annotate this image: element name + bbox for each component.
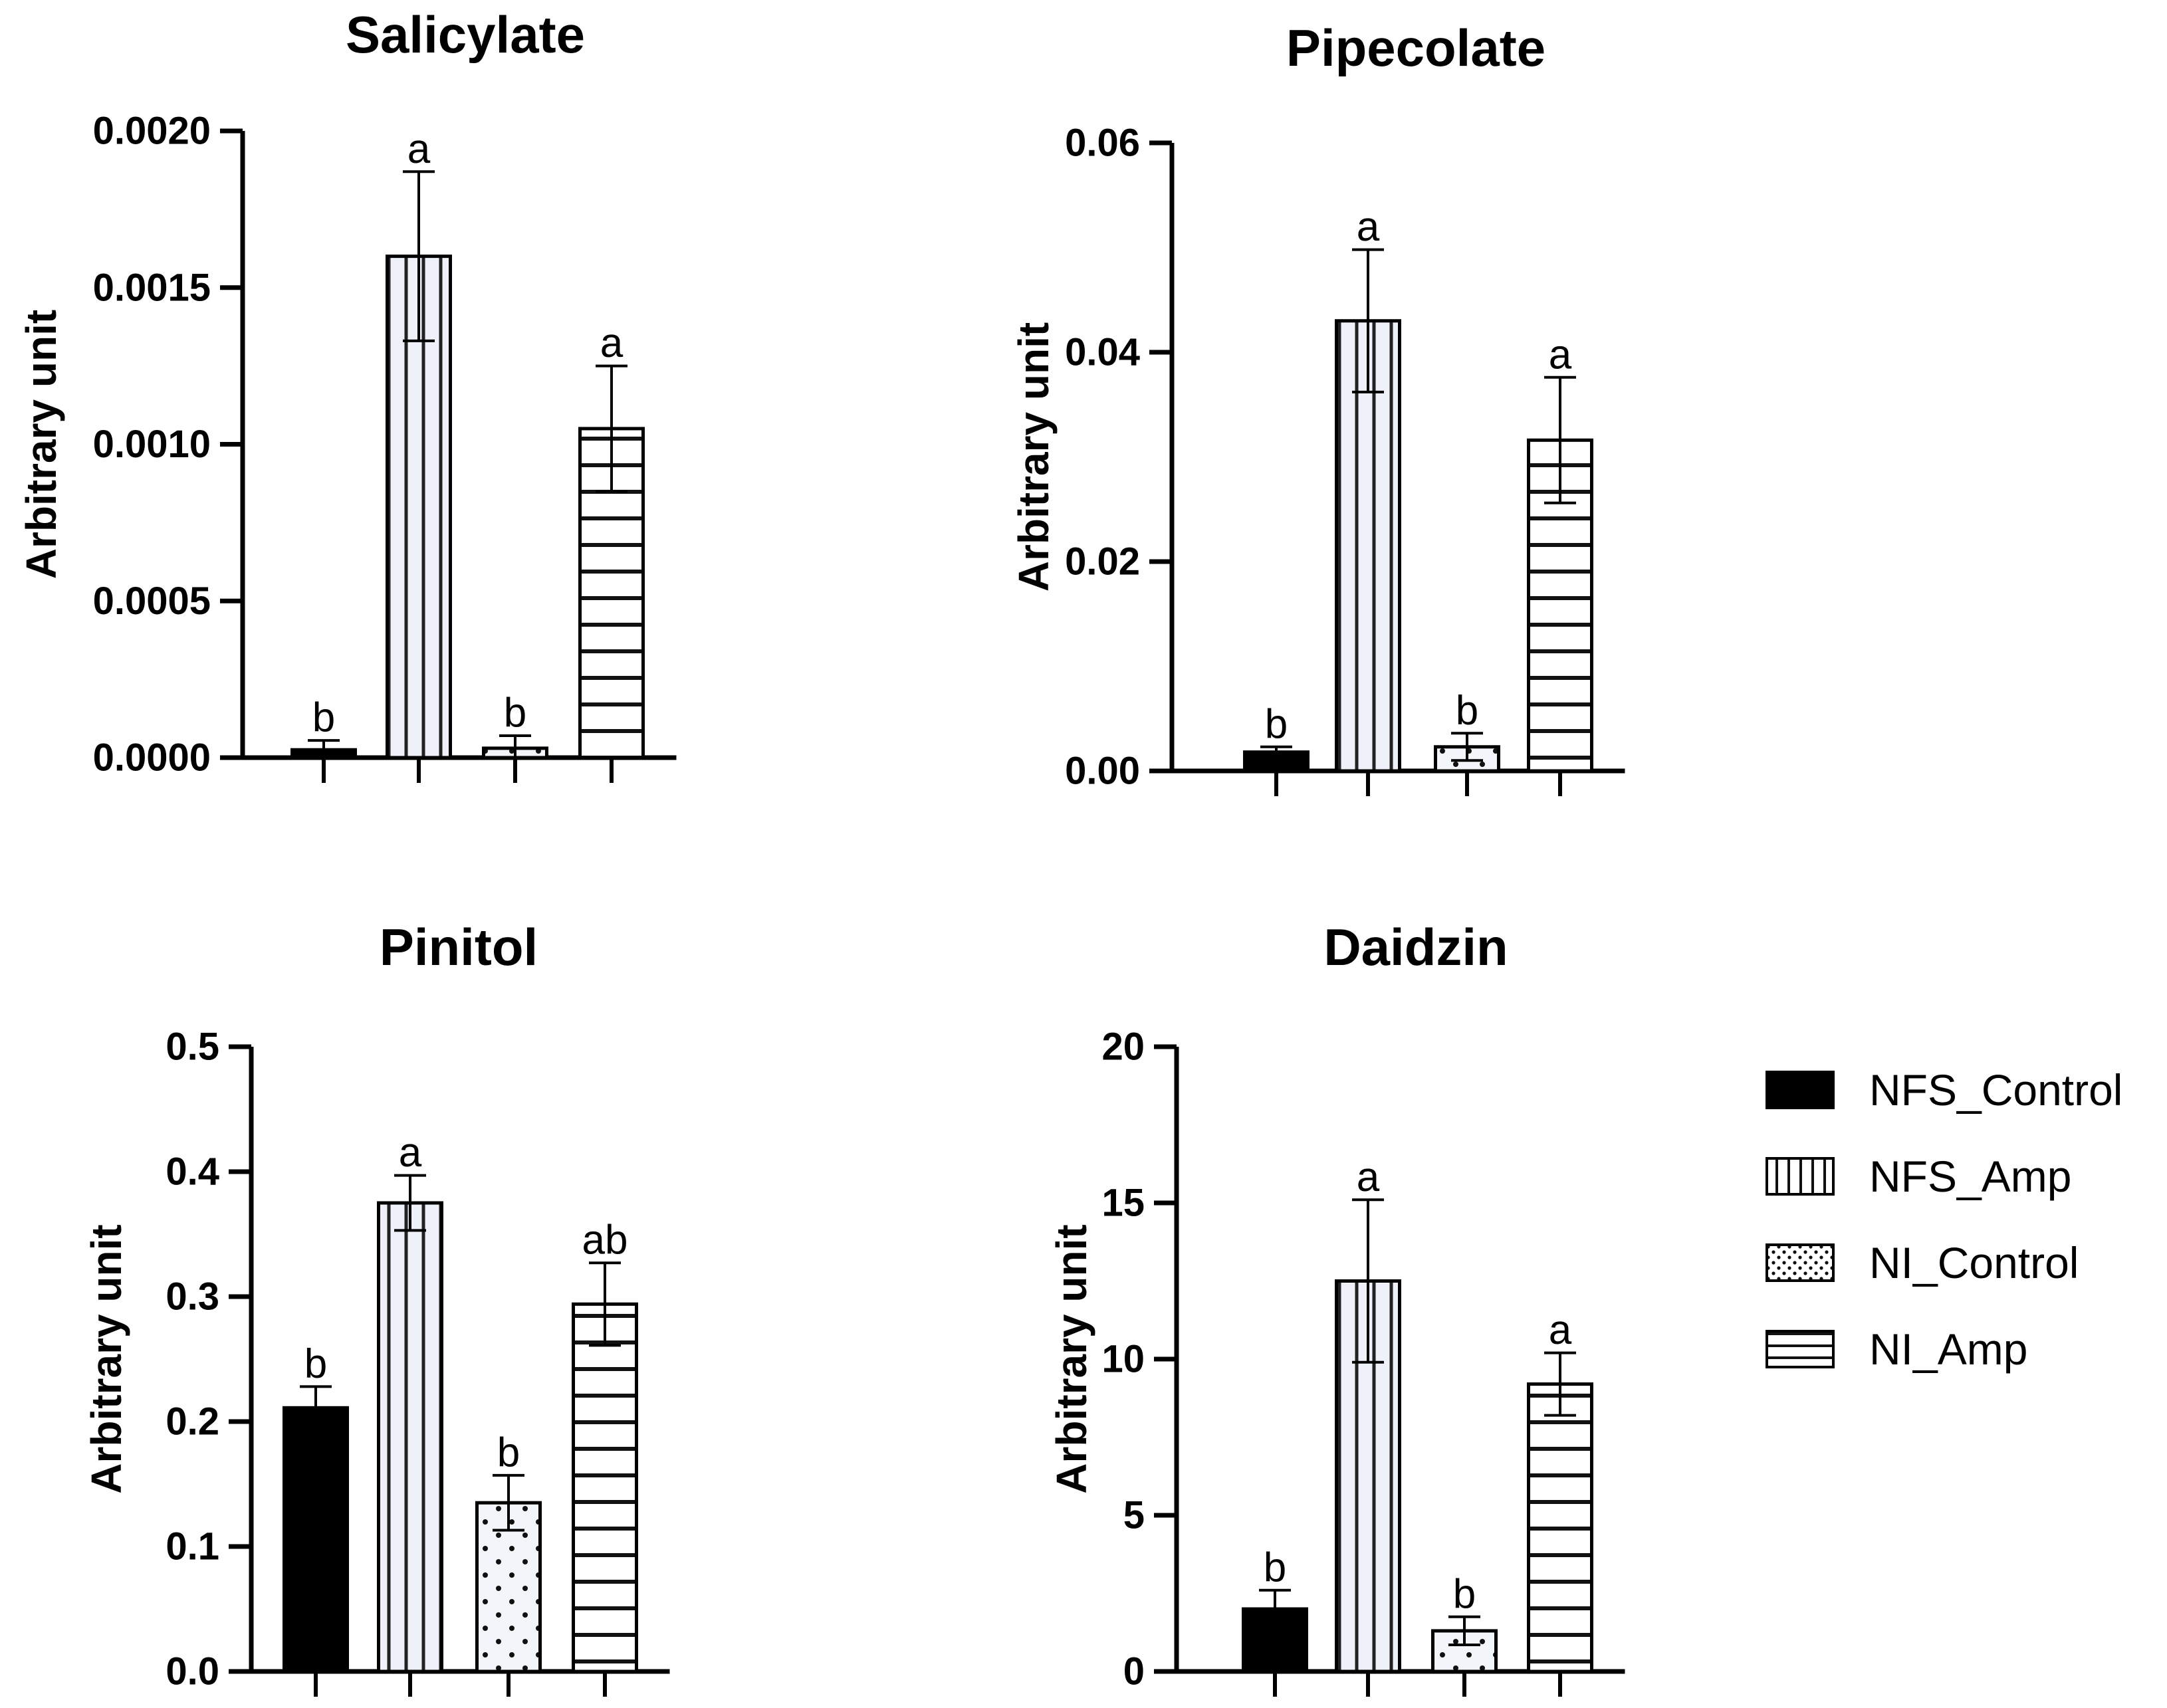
y-tick-label: 0.0010 — [93, 423, 211, 466]
y-tick-label: 0.2 — [166, 1400, 219, 1443]
y-tick-label: 20 — [1101, 1025, 1145, 1069]
y-tick-label: 0.3 — [166, 1275, 219, 1319]
y-axis-label: Arbitrary unit — [17, 310, 65, 579]
significance-letter: a — [407, 126, 431, 172]
chart-title: Daidzin — [1323, 918, 1508, 976]
significance-letter: b — [1456, 688, 1478, 734]
significance-letter: a — [399, 1130, 422, 1176]
y-tick-label: 0.0000 — [93, 736, 211, 780]
legend: NFS_Control NFS_Amp NI_Control NI_Amp — [1766, 1065, 2122, 1374]
significance-letter: b — [312, 695, 335, 741]
legend-label: NFS_Control — [1869, 1065, 2122, 1115]
legend-item-ni-amp: NI_Amp — [1766, 1325, 2027, 1374]
significance-letter: b — [1265, 701, 1288, 747]
y-tick-label: 0.02 — [1065, 540, 1140, 584]
significance-letter: a — [600, 320, 624, 366]
significance-letter: b — [304, 1341, 327, 1387]
legend-swatch — [1766, 1071, 1835, 1109]
chart-title: Salicylate — [346, 5, 585, 64]
legend-item-ni-control: NI_Control — [1766, 1238, 2079, 1287]
y-axis-label: Arbitrary unit — [82, 1224, 130, 1493]
significance-letter: a — [1357, 1154, 1380, 1200]
y-tick-label: 15 — [1101, 1182, 1145, 1225]
y-tick-label: 0.0 — [166, 1650, 219, 1693]
legend-swatch — [1766, 1243, 1835, 1282]
bar-ni-control — [475, 1501, 542, 1673]
y-axis-label: Arbitrary unit — [1048, 1224, 1095, 1493]
y-tick-label: 5 — [1123, 1494, 1145, 1537]
panel-pinitol: Pinitol Arbitrary unit 0.0 0.1 0.2 0.3 0.4 0.5 b… — [82, 918, 670, 1697]
legend-label: NI_Control — [1869, 1238, 2079, 1287]
significance-letter: b — [504, 690, 526, 736]
legend-swatch — [1766, 1157, 1835, 1196]
y-tick-label: 0.1 — [166, 1525, 219, 1568]
significance-letter: a — [1549, 1307, 1572, 1353]
legend-swatch — [1766, 1330, 1835, 1368]
legend-item-nfs-control: NFS_Control — [1766, 1065, 2122, 1115]
significance-letter: a — [1549, 332, 1572, 377]
legend-label: NI_Amp — [1869, 1325, 2027, 1374]
y-tick-label: 0.06 — [1065, 122, 1140, 165]
y-tick-label: 0.0005 — [93, 580, 211, 623]
bar-ni-amp — [572, 1302, 638, 1673]
y-tick-label: 0 — [1123, 1650, 1145, 1693]
y-tick-label: 0.4 — [166, 1150, 219, 1194]
significance-letter: b — [497, 1430, 520, 1475]
y-tick-label: 10 — [1101, 1338, 1145, 1381]
y-tick-label: 0.00 — [1065, 750, 1140, 793]
bar-ni-amp — [1527, 1382, 1593, 1673]
y-tick-label: 0.0015 — [93, 266, 211, 309]
legend-item-nfs-amp: NFS_Amp — [1766, 1152, 2071, 1201]
chart-title: Pinitol — [380, 918, 538, 976]
panel-daidzin: Daidzin Arbitrary unit 0 5 10 15 20 b a b a — [1048, 918, 1625, 1697]
significance-letter: a — [1357, 204, 1380, 250]
y-tick-label: 0.04 — [1065, 331, 1140, 374]
significance-letter: ab — [582, 1218, 628, 1263]
bar-nfs-amp — [377, 1201, 443, 1673]
legend-label: NFS_Amp — [1869, 1152, 2071, 1201]
chart-title: Pipecolate — [1286, 19, 1545, 77]
significance-letter: b — [1453, 1571, 1476, 1617]
y-tick-label: 0.5 — [166, 1025, 219, 1069]
panel-salicylate: Salicylate Arbitrary unit 0.0000 0.0005 0.00… — [17, 5, 677, 783]
bar-nfs-control — [283, 1406, 349, 1673]
panel-pipecolate: Pipecolate Arbitrary unit 0.00 0.02 0.04 0.06… — [1010, 19, 1625, 796]
bar-nfs-amp — [1335, 319, 1401, 773]
y-tick-label: 0.0020 — [93, 110, 211, 153]
y-axis-label: Arbitrary unit — [1010, 322, 1058, 591]
significance-letter: b — [1264, 1545, 1286, 1590]
